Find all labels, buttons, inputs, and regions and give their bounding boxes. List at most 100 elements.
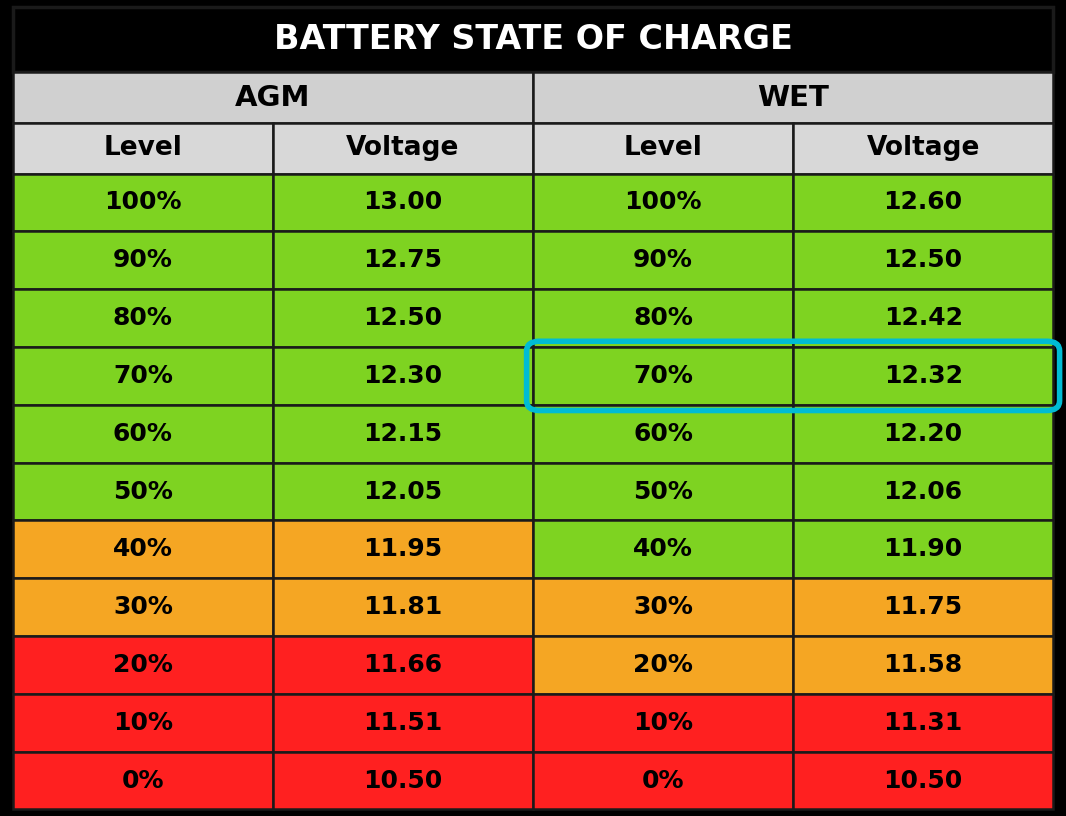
Text: 100%: 100% [104, 190, 181, 215]
Bar [273, 347, 533, 405]
Bar [273, 694, 533, 752]
Bar [533, 579, 793, 636]
Text: 11.51: 11.51 [364, 711, 442, 734]
Text: Level: Level [103, 135, 182, 162]
Bar [793, 174, 1053, 232]
Text: Level: Level [624, 135, 702, 162]
Bar [273, 463, 533, 521]
Text: 80%: 80% [633, 306, 693, 330]
Bar [273, 521, 533, 579]
Bar [273, 752, 533, 809]
Bar [793, 347, 1053, 405]
Bar [793, 694, 1053, 752]
Bar [533, 463, 793, 521]
Bar [13, 347, 273, 405]
Bar [533, 636, 793, 694]
Text: 100%: 100% [625, 190, 701, 215]
Text: 12.42: 12.42 [884, 306, 963, 330]
Bar [533, 232, 793, 289]
Bar [533, 521, 793, 579]
Text: 40%: 40% [113, 537, 173, 561]
Text: 11.75: 11.75 [884, 595, 963, 619]
Bar [273, 232, 533, 289]
Bar [533, 694, 793, 752]
Text: 12.15: 12.15 [364, 422, 442, 446]
Bar [793, 463, 1053, 521]
Bar [13, 752, 273, 809]
Bar [13, 579, 273, 636]
Bar [13, 7, 1053, 73]
Text: 12.32: 12.32 [884, 364, 963, 388]
Text: 12.60: 12.60 [884, 190, 963, 215]
Text: 13.00: 13.00 [364, 190, 442, 215]
Text: 11.95: 11.95 [364, 537, 442, 561]
Bar [793, 636, 1053, 694]
Text: 11.90: 11.90 [884, 537, 963, 561]
Text: 60%: 60% [633, 422, 693, 446]
Text: 20%: 20% [633, 653, 693, 677]
Bar [793, 405, 1053, 463]
Text: 90%: 90% [633, 248, 693, 273]
Text: 10.50: 10.50 [884, 769, 963, 792]
Text: 0%: 0% [642, 769, 684, 792]
Text: 12.05: 12.05 [364, 480, 442, 503]
Bar [533, 752, 793, 809]
Text: WET: WET [757, 84, 829, 112]
Bar [13, 636, 273, 694]
Text: 70%: 70% [633, 364, 693, 388]
Bar [273, 174, 533, 232]
Bar [273, 579, 533, 636]
Bar [793, 752, 1053, 809]
Bar [273, 289, 533, 347]
Text: BATTERY STATE OF CHARGE: BATTERY STATE OF CHARGE [274, 23, 792, 56]
Bar [13, 289, 273, 347]
Bar [533, 289, 793, 347]
Text: 11.58: 11.58 [884, 653, 963, 677]
Text: 12.50: 12.50 [364, 306, 442, 330]
Bar [13, 521, 273, 579]
Text: AGM: AGM [236, 84, 310, 112]
Text: 12.20: 12.20 [884, 422, 963, 446]
Text: 20%: 20% [113, 653, 173, 677]
Text: 12.30: 12.30 [364, 364, 442, 388]
Bar [273, 405, 533, 463]
Bar [13, 174, 273, 232]
Bar [13, 232, 273, 289]
Bar [793, 579, 1053, 636]
Text: 10%: 10% [113, 711, 173, 734]
Bar [793, 521, 1053, 579]
Text: 40%: 40% [633, 537, 693, 561]
Text: 10%: 10% [633, 711, 693, 734]
Bar [13, 694, 273, 752]
Bar [533, 123, 793, 174]
Bar [13, 73, 533, 123]
Bar [793, 232, 1053, 289]
Text: 11.66: 11.66 [364, 653, 442, 677]
Bar [533, 174, 793, 232]
Text: 50%: 50% [633, 480, 693, 503]
Text: 12.50: 12.50 [884, 248, 963, 273]
Bar [793, 123, 1053, 174]
Text: 10.50: 10.50 [364, 769, 442, 792]
Text: 0%: 0% [122, 769, 164, 792]
Text: 11.81: 11.81 [364, 595, 442, 619]
Text: 11.31: 11.31 [884, 711, 963, 734]
Text: 60%: 60% [113, 422, 173, 446]
Bar [533, 73, 1053, 123]
Text: 12.75: 12.75 [364, 248, 442, 273]
Text: 90%: 90% [113, 248, 173, 273]
Text: 12.06: 12.06 [884, 480, 963, 503]
Text: Voltage: Voltage [346, 135, 459, 162]
Text: Voltage: Voltage [867, 135, 980, 162]
Bar [273, 636, 533, 694]
Bar [13, 123, 273, 174]
Text: 80%: 80% [113, 306, 173, 330]
Text: 30%: 30% [113, 595, 173, 619]
Bar [13, 463, 273, 521]
Bar [533, 347, 793, 405]
Bar [533, 405, 793, 463]
Text: 70%: 70% [113, 364, 173, 388]
Bar [273, 123, 533, 174]
Text: 30%: 30% [633, 595, 693, 619]
Bar [793, 289, 1053, 347]
